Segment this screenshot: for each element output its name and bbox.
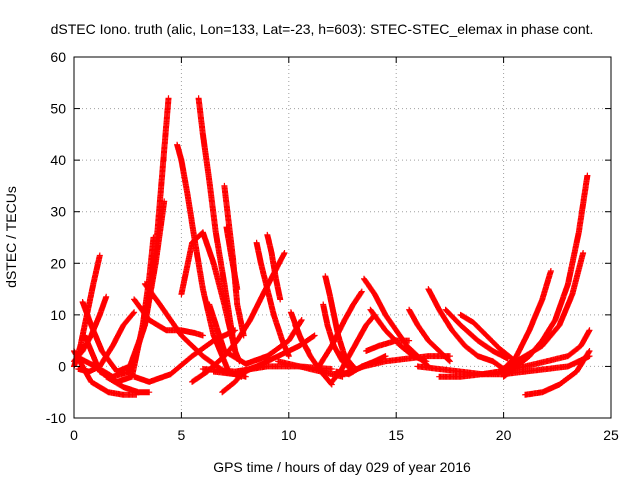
series-9 [131, 327, 239, 385]
series-13-markers [195, 95, 243, 365]
data-points [71, 95, 593, 398]
y-tick-label: 0 [58, 358, 66, 374]
series-38-markers [457, 311, 516, 362]
series-38 [457, 311, 516, 362]
series-33-markers [363, 337, 413, 354]
series-6-markers [75, 309, 138, 375]
series-15 [223, 224, 241, 293]
series-46 [522, 353, 593, 375]
series-36 [425, 286, 496, 365]
series-43-markers [504, 250, 587, 370]
series-13 [195, 95, 243, 365]
series-35-markers [406, 306, 453, 365]
series-42 [500, 172, 591, 380]
series-36-markers [425, 286, 496, 365]
x-tick-label: 10 [281, 427, 297, 443]
x-tick-label: 0 [70, 427, 78, 443]
y-tick-label: 10 [50, 307, 66, 323]
series-43 [504, 250, 587, 370]
series-34-markers [339, 353, 453, 378]
y-tick-label: 30 [50, 204, 66, 220]
series-35 [406, 306, 453, 365]
series-21 [264, 231, 284, 303]
series-28-markers [328, 311, 378, 385]
series-44 [500, 327, 593, 375]
series-21-markers [264, 231, 284, 303]
series-7 [103, 373, 153, 396]
plot-frame [73, 56, 612, 419]
series-34 [339, 353, 453, 378]
y-tick-label: -10 [46, 410, 66, 426]
series-42-markers [500, 172, 591, 380]
series-20-markers [253, 239, 292, 360]
series-20 [253, 239, 292, 360]
series-46-markers [522, 353, 593, 375]
y-axis-label: dSTEC / TECUs [3, 186, 19, 288]
y-tick-label: 60 [50, 49, 66, 65]
y-tick-label: 40 [50, 152, 66, 168]
x-tick-label: 20 [496, 427, 512, 443]
series-4-markers [81, 234, 157, 385]
series-37 [442, 306, 511, 362]
x-tick-label: 5 [178, 427, 186, 443]
x-axis-label: GPS time / hours of day 029 of year 2016 [213, 459, 471, 475]
series-24 [292, 322, 312, 354]
chart-title: dSTEC Iono. truth (alic, Lon=133, Lat=-2… [51, 21, 594, 37]
series-9-markers [131, 327, 239, 385]
series-30-markers [315, 288, 365, 370]
y-tick-label: 50 [50, 101, 66, 117]
x-tick-label: 25 [603, 427, 619, 443]
y-tick-label: 20 [50, 255, 66, 271]
series-33 [363, 337, 413, 354]
series-6 [75, 309, 138, 375]
series-28 [328, 311, 378, 385]
x-tick-label: 15 [388, 427, 404, 443]
series-7-markers [103, 373, 153, 396]
series-4 [81, 234, 157, 385]
series-24-markers [292, 322, 312, 354]
series-15-markers [223, 224, 241, 293]
series-44-markers [500, 327, 593, 375]
series-30 [315, 288, 365, 370]
series-37-markers [442, 306, 511, 362]
